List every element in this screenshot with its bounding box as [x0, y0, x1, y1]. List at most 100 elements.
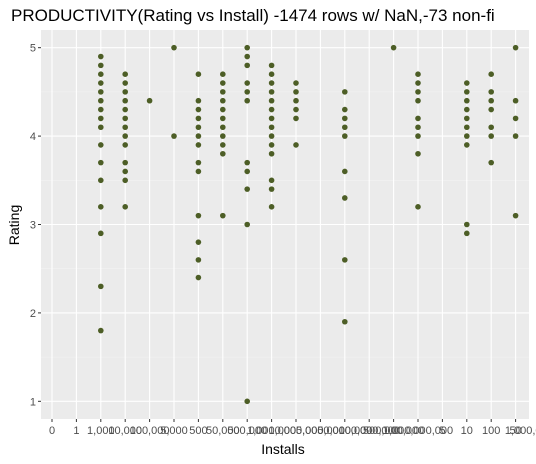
data-point [244, 97, 250, 104]
data-point [244, 168, 250, 175]
data-point [342, 168, 348, 175]
data-point [268, 133, 275, 139]
x-axis-title: Installs [261, 441, 305, 457]
data-point [415, 133, 421, 139]
data-point [464, 124, 470, 131]
data-point [122, 89, 128, 95]
data-point [195, 159, 202, 166]
data-point [342, 257, 348, 263]
data-point [122, 115, 128, 122]
data-point [122, 159, 128, 166]
data-point [244, 398, 250, 405]
data-point [171, 133, 177, 139]
data-point [122, 80, 128, 86]
data-point [98, 115, 104, 122]
data-point [415, 124, 421, 131]
data-point [195, 124, 202, 131]
data-point [464, 89, 470, 95]
data-point [122, 133, 128, 139]
data-point [220, 115, 226, 122]
minor-gridlines [41, 91, 529, 358]
data-point [464, 80, 470, 86]
x-tick-label: 50,000 [206, 425, 240, 437]
data-point [512, 115, 519, 122]
data-point [464, 142, 470, 148]
data-point [244, 89, 250, 95]
data-point [98, 97, 104, 104]
data-point [512, 133, 519, 139]
data-point [244, 221, 250, 228]
y-tick-label: 1 [30, 396, 36, 408]
data-point [195, 97, 202, 104]
data-point [220, 106, 226, 113]
x-tick-label: 10,000 [108, 425, 142, 437]
data-point [220, 89, 226, 95]
x-tick-label: 500,000,000 [363, 425, 424, 437]
data-point [488, 159, 495, 166]
data-point [464, 106, 470, 113]
data-point [195, 212, 202, 219]
data-point [98, 80, 104, 86]
data-point [220, 71, 226, 78]
data-point [268, 204, 275, 210]
x-tick-label: 1,000,000,000 [505, 425, 536, 437]
data-point [342, 124, 348, 131]
data-point [98, 204, 104, 210]
data-point [98, 283, 104, 290]
x-tick-label: 100,000,000 [339, 425, 400, 437]
data-point [464, 221, 470, 228]
data-point [122, 97, 128, 104]
major-gridlines [41, 30, 529, 419]
y-axis-title: Rating [6, 205, 22, 245]
data-point [98, 62, 104, 69]
x-tick-label: 1,000,000 [247, 425, 296, 437]
data-point [415, 71, 421, 78]
x-tick-label: 5,000 [160, 425, 188, 437]
data-point [268, 124, 275, 131]
data-point [195, 106, 202, 113]
data-point [244, 186, 250, 192]
x-tick-label: 50,000,000 [317, 425, 372, 437]
data-point [268, 142, 275, 148]
data-point [195, 239, 202, 245]
data-point [220, 142, 226, 148]
x-tick-label: 10,000,000 [268, 425, 323, 437]
x-tick-label: 1,000,000,000 [383, 425, 453, 437]
x-tick-label: 5,000,000 [296, 425, 345, 437]
data-point [195, 257, 202, 263]
data-point [415, 80, 421, 86]
data-point [415, 204, 421, 210]
data-point [488, 71, 495, 78]
data-point [415, 150, 421, 157]
data-point [195, 115, 202, 122]
data-point [268, 89, 275, 95]
data-point [122, 168, 128, 175]
data-point [220, 150, 226, 157]
data-point [268, 150, 275, 157]
data-point [415, 89, 421, 95]
data-point [512, 97, 519, 104]
data-point [293, 142, 299, 148]
data-point [293, 106, 299, 113]
data-point [98, 124, 104, 131]
data-point [122, 142, 128, 148]
data-point [98, 159, 104, 166]
data-point [268, 106, 275, 113]
data-point [268, 177, 275, 184]
data-point [244, 80, 250, 86]
x-tick-label: 0 [49, 425, 55, 437]
data-point [98, 106, 104, 113]
x-tick-label: 10 [461, 425, 473, 437]
data-point [342, 106, 348, 113]
data-point [488, 133, 495, 139]
x-tick-label: 1 [73, 425, 79, 437]
y-tick-label: 3 [30, 220, 36, 232]
data-point [98, 53, 104, 60]
data-point [244, 62, 250, 69]
data-point [268, 97, 275, 104]
data-point [268, 115, 275, 122]
data-point [464, 230, 470, 237]
data-point [342, 89, 348, 95]
